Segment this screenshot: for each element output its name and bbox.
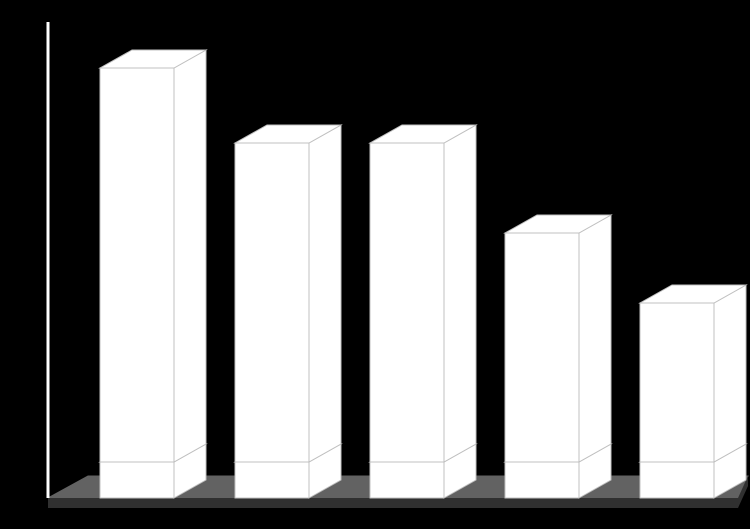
bar-3 (370, 125, 476, 498)
bar-2 (235, 125, 341, 498)
bar-chart-3d (0, 0, 750, 529)
chart-floor-front (48, 498, 738, 508)
bar-4 (505, 215, 611, 498)
bar-5 (640, 285, 746, 498)
bar-1 (100, 50, 206, 498)
